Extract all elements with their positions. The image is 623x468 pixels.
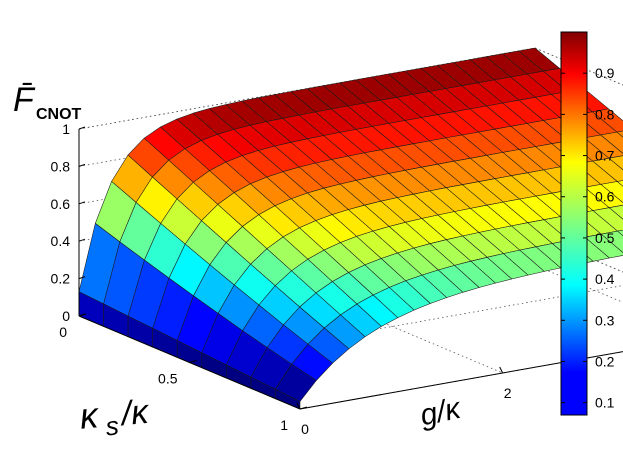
axis-line (299, 351, 623, 410)
z-gridline (78, 47, 623, 130)
colorbar-tick-label: 0.9 (595, 65, 615, 81)
y-tick-mark (499, 366, 504, 374)
x-tick-mark (189, 360, 197, 363)
fidelity-surface (78, 47, 623, 410)
x-tick-label: 1 (280, 417, 288, 433)
colorbar-gradient (560, 31, 588, 416)
z-axis-label-sub: CNOT (36, 106, 82, 123)
colorbar-tick-label: 0.8 (595, 106, 615, 122)
z-tick-label: 1 (62, 121, 70, 137)
colorbar: 0.1 0.2 0.3 0.4 0.5 0.6 0.7 0.8 0.9 (560, 31, 615, 416)
colorbar-tick-label: 0.5 (595, 230, 615, 246)
y-tick-label: 0 (301, 421, 309, 437)
x-axis-label: κ s /κ (78, 393, 152, 442)
z-axis-label: F̄ CNOT (13, 81, 82, 123)
surface-patch (608, 204, 623, 220)
colorbar-tick-label: 0.7 (595, 148, 615, 164)
surface-patch (608, 155, 623, 171)
x-tick-label: 0.5 (158, 371, 178, 387)
colorbar-tick-label: 0.3 (595, 312, 615, 328)
x-axis-label-sub: s (104, 411, 120, 442)
z-tick-label: 0.2 (51, 271, 71, 287)
y-gridline (281, 93, 503, 374)
z-tick-label: 0.4 (51, 233, 71, 249)
z-tick-label: 0.6 (51, 196, 71, 212)
x-axis-label-tail: /κ (118, 393, 152, 434)
z-tick-mark (78, 238, 86, 242)
z-tick-mark (78, 201, 86, 205)
y-tick-label: 2 (504, 385, 512, 401)
colorbar-tick-label: 0.1 (595, 395, 615, 411)
z-axis-label-main: F̄ (13, 81, 36, 119)
x-axis-label-main: κ (78, 394, 101, 437)
z-tick-label: 0.8 (51, 158, 71, 174)
colorbar-tick-label: 0.4 (595, 271, 615, 287)
z-tick-mark (78, 163, 86, 167)
x-tick-label: 0 (59, 324, 67, 340)
z-tick-mark (78, 276, 86, 280)
colorbar-tick-label: 0.2 (595, 353, 615, 369)
x-tick-mark (78, 313, 87, 317)
y-axis-label: g/κ (417, 391, 465, 432)
z-tick-mark (78, 126, 86, 130)
colorbar-tick-label: 0.6 (595, 189, 615, 205)
y-tick-mark (296, 402, 301, 410)
z-tick-label: 0 (62, 308, 70, 324)
x-tick-mark (299, 406, 308, 410)
